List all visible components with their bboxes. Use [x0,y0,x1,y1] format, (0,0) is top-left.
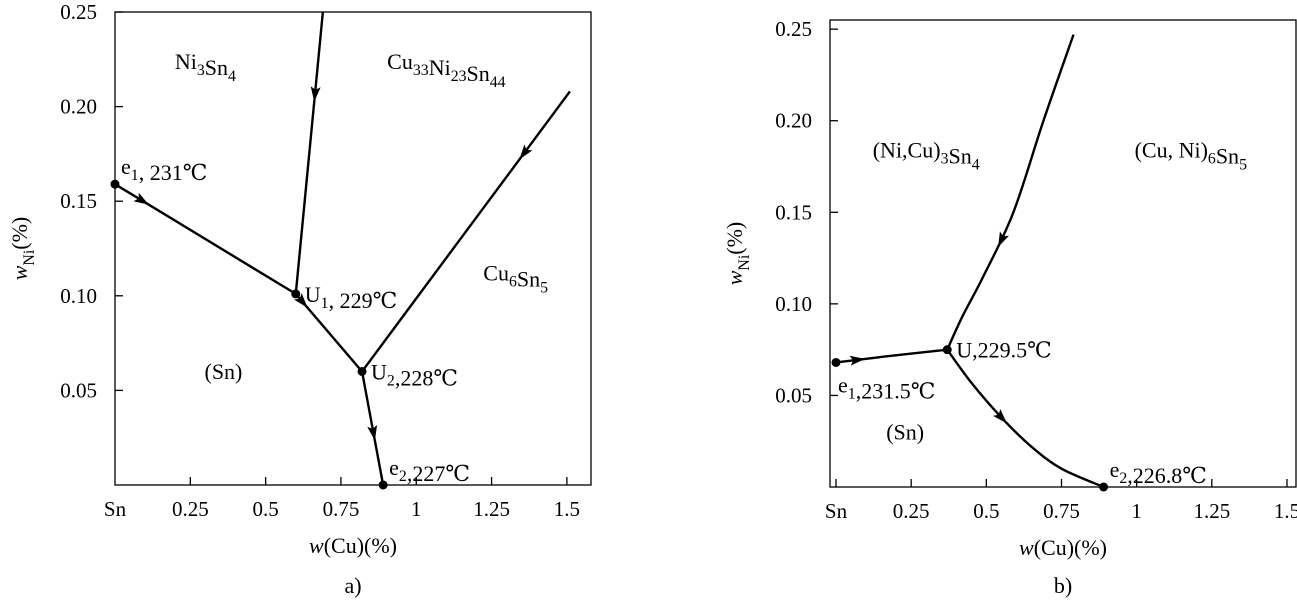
invariant-point [1099,482,1109,492]
y-tick-label: 0.05 [60,378,97,402]
phase-boundary-line [946,34,1075,351]
phase-region-label: Ni3Sn4 [175,49,236,85]
invariant-point-label: U1, 229℃ [305,282,397,313]
phase-boundary-line [946,348,1105,489]
x-tick-label: Sn [104,497,127,521]
phase-boundary-line [361,90,571,373]
arrowhead-icon [310,86,321,102]
invariant-point [291,289,301,299]
invariant-point [942,345,952,355]
arrowhead-icon [294,293,308,308]
invariant-point-label: e2,226.8℃ [1110,457,1207,488]
y-tick-label: 0.10 [60,284,97,308]
invariant-point-label: e1,231.5℃ [838,372,935,403]
arrowhead-icon [133,192,149,205]
x-tick-label: 0.75 [323,497,360,521]
y-axis-title: wNi(%) [7,217,38,281]
phase-boundary-line [835,348,948,364]
x-tick-label: 1.5 [1274,499,1297,523]
invariant-point-label: e2,227℃ [389,455,470,486]
y-tick-label: 0.25 [775,17,812,41]
x-tick-label: 0.25 [172,497,209,521]
phase-region-label: (Sn) [205,359,243,384]
phase-region-label: (Sn) [886,419,924,444]
x-tick-label: 1 [1131,499,1142,523]
phase-region-label: Cu6Sn5 [483,261,548,297]
plot-frame [114,11,592,486]
x-tick-label: 0.5 [253,497,279,521]
invariant-point [110,179,120,189]
x-tick-label: 0.25 [893,499,930,523]
panel-a: Sn 0.25 0.5 0.75 1 1.25 1.5 0.05 0.10 0.15 0.20 0.2… [7,0,592,598]
y-tick-label: 0.25 [60,0,97,24]
y-tick-label: 0.20 [775,109,812,133]
phase-region-label: (Cu, Ni)6Sn5 [1135,137,1248,173]
phase-boundary-line [294,11,325,295]
x-tick-label: 1.5 [554,497,580,521]
invariant-point-label: e1, 231℃ [121,154,207,185]
invariant-point-label: U2,228℃ [371,359,458,390]
x-tick-label: 1.25 [473,497,510,521]
x-tick-label: 0.75 [1043,499,1080,523]
x-tick-label: 1 [411,497,422,521]
invariant-point [378,480,388,490]
panel-b: Sn 0.25 0.5 0.75 1 1.25 1.5 0.05 0.10 0.15 0.20 0.2… [722,17,1297,598]
x-axis-title: w(Cu)(%) [309,533,397,558]
panel-caption: a) [344,573,361,598]
phase-boundary-line [360,371,385,486]
arrowhead-icon [519,144,533,160]
arrowhead-icon [367,424,378,441]
arrowhead-icon [998,231,1009,248]
x-tick-label: 0.5 [973,499,999,523]
invariant-point [831,357,841,367]
y-axis-title: wNi(%) [722,222,753,286]
invariant-point [357,366,367,376]
phase-region-label: Cu33Ni23Sn44 [387,49,506,91]
y-tick-label: 0.10 [775,292,812,316]
y-tick-label: 0.05 [775,383,812,407]
arrowhead-icon [849,355,866,366]
y-tick-label: 0.15 [775,200,812,224]
x-tick-label: 1.25 [1193,499,1230,523]
panel-caption: b) [1054,573,1072,598]
phase-region-label: (Ni,Cu)3Sn4 [873,137,980,173]
y-tick-label: 0.15 [60,189,97,213]
y-tick-label: 0.20 [60,95,97,119]
x-axis-title: w(Cu)(%) [1019,535,1107,560]
arrowhead-icon [993,408,1007,424]
plot-frame [829,19,1297,488]
x-tick-label: Sn [825,499,848,523]
invariant-point-label: U,229.5℃ [956,338,1052,363]
